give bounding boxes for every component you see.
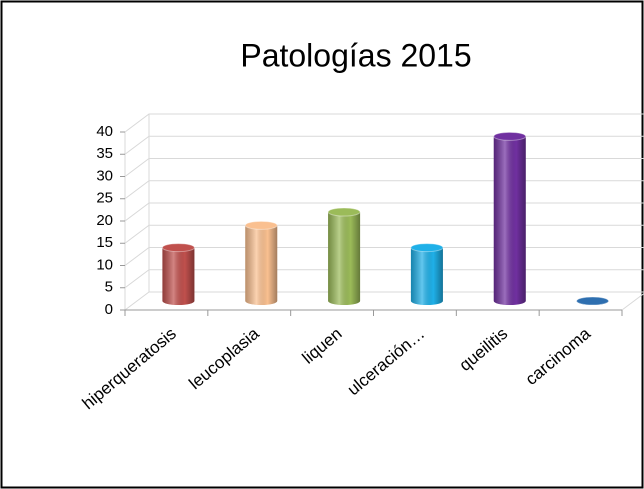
grid-line <box>124 158 644 177</box>
y-tick-label: 10 <box>96 256 113 273</box>
grid-line <box>124 247 644 266</box>
floor-edge <box>621 292 644 311</box>
bar <box>493 131 527 305</box>
y-tick-label: 25 <box>96 190 113 207</box>
bar-shade <box>410 247 443 305</box>
bar-top <box>410 243 444 253</box>
bar-shade <box>245 225 278 305</box>
y-tick-label: 0 <box>105 301 113 318</box>
bar-shade <box>162 247 195 305</box>
grid-line <box>124 135 644 155</box>
bar-top <box>493 131 527 141</box>
bar-shade <box>493 136 526 305</box>
bar <box>161 243 195 305</box>
bar <box>327 207 361 305</box>
y-tick-label: 30 <box>96 167 113 184</box>
bar-top <box>327 207 361 217</box>
grid-line <box>124 113 644 133</box>
y-tick-label: 35 <box>96 145 113 162</box>
bar <box>244 220 278 305</box>
grid-line <box>124 180 644 200</box>
y-tick-label: 5 <box>105 279 113 296</box>
grid-line <box>124 224 644 244</box>
grid-line <box>124 269 644 289</box>
bar-top <box>576 296 610 306</box>
grid-line <box>124 291 644 311</box>
grid-line <box>124 202 644 222</box>
y-tick-label: 40 <box>96 123 113 140</box>
y-tick-label: 20 <box>96 212 113 229</box>
bar-top <box>244 220 278 230</box>
bar-shade <box>328 212 361 305</box>
chart-title: Patologías 2015 <box>240 37 471 73</box>
bar-top <box>161 243 195 253</box>
bar <box>410 243 444 305</box>
bar <box>576 296 610 306</box>
y-tick-label: 15 <box>96 234 113 251</box>
